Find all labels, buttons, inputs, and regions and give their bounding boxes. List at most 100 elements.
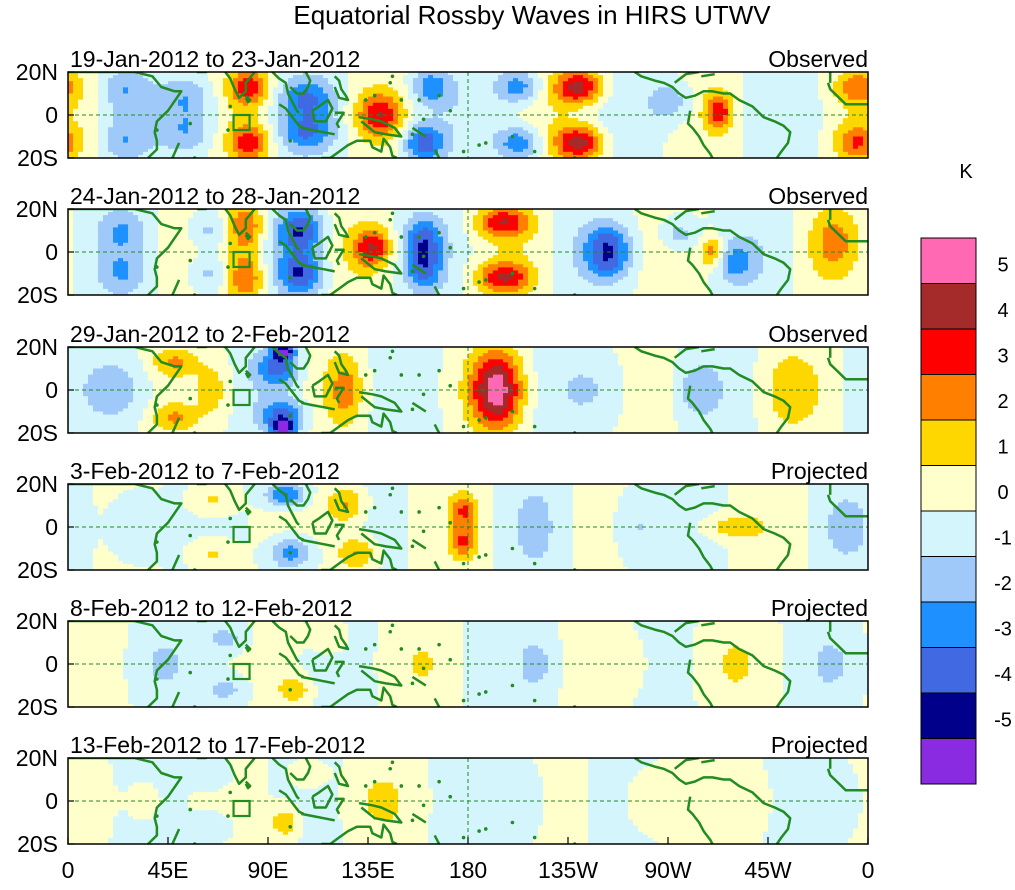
heatmap-cell [628, 139, 634, 144]
heatmap-cell [68, 148, 74, 153]
heatmap-cell [718, 96, 724, 101]
heatmap-cell [313, 148, 319, 153]
heatmap-cell [318, 115, 324, 119]
heatmap-cell [708, 139, 714, 144]
heatmap-cell [788, 84, 794, 88]
heatmap-cell [833, 145, 839, 150]
heatmap-cell [233, 209, 239, 213]
heatmap-cell [688, 148, 694, 153]
heatmap-cell [408, 87, 414, 92]
heatmap-cell [138, 118, 144, 122]
heatmap-cell [253, 102, 259, 107]
heatmap-cell [98, 81, 104, 85]
heatmap-cell [433, 209, 439, 213]
heatmap-cell [658, 154, 664, 158]
heatmap-cell [383, 130, 389, 135]
heatmap-cell [328, 81, 334, 85]
heatmap-cell [183, 115, 189, 119]
heatmap-cell [558, 133, 564, 138]
heatmap-cell [173, 154, 179, 158]
heatmap-cell [573, 108, 579, 113]
heatmap-cell [293, 142, 299, 147]
heatmap-cell [428, 124, 434, 128]
heatmap-cell [513, 105, 519, 110]
heatmap-cell [248, 215, 254, 219]
heatmap-cell [148, 145, 154, 150]
heatmap-cell [418, 142, 424, 147]
heatmap-cell [608, 124, 614, 128]
heatmap-cell [133, 133, 139, 138]
heatmap-cell [488, 78, 494, 82]
heatmap-cell [688, 84, 694, 88]
heatmap-cell [748, 78, 754, 82]
heatmap-cell [493, 148, 499, 153]
heatmap-cell [183, 133, 189, 138]
heatmap-cell [558, 99, 564, 104]
heatmap-cell [183, 87, 189, 92]
heatmap-cell [363, 118, 369, 122]
heatmap-cell [248, 84, 254, 88]
heatmap-cell [523, 108, 529, 113]
heatmap-cell [813, 93, 819, 98]
heatmap-cell [498, 115, 504, 119]
heatmap-cell [123, 145, 129, 150]
heatmap-cell [503, 124, 509, 128]
heatmap-cell [433, 215, 439, 219]
heatmap-cell [463, 72, 469, 76]
heatmap-cell [198, 215, 204, 219]
heatmap-cell [773, 75, 779, 79]
heatmap-cell [288, 84, 294, 88]
heatmap-cell [668, 209, 674, 213]
heatmap-cell [113, 124, 119, 128]
heatmap-cell [668, 93, 674, 98]
heatmap-cell [693, 87, 699, 92]
heatmap-cell [218, 99, 224, 104]
heatmap-cell [703, 154, 709, 158]
heatmap-cell [498, 108, 504, 113]
heatmap-cell [518, 148, 524, 153]
heatmap-cell [133, 121, 139, 125]
heatmap-cell [748, 209, 754, 213]
heatmap-cell [358, 78, 364, 82]
heatmap-cell [508, 142, 514, 147]
heatmap-cell [528, 215, 534, 219]
heatmap-cell [593, 154, 599, 158]
heatmap-cell [703, 115, 709, 119]
heatmap-cell [828, 105, 834, 110]
heatmap-cell [253, 209, 259, 213]
heatmap-cell [543, 87, 549, 92]
heatmap-cell [488, 72, 494, 76]
heatmap-cell [678, 108, 684, 113]
heatmap-cell [693, 105, 699, 110]
heatmap-cell [263, 139, 269, 144]
heatmap-cell [708, 145, 714, 150]
heatmap-cell [698, 130, 704, 135]
heatmap-cell [613, 215, 619, 219]
heatmap-cell [808, 142, 814, 147]
heatmap-cell [618, 142, 624, 147]
heatmap-cell [453, 130, 459, 135]
heatmap-cell [428, 154, 434, 158]
heatmap-cell [483, 105, 489, 110]
heatmap-cell [443, 84, 449, 88]
heatmap-cell [573, 121, 579, 125]
heatmap-cell [778, 87, 784, 92]
heatmap-cell [593, 108, 599, 113]
heatmap-cell [223, 102, 229, 107]
heatmap-cell [308, 105, 314, 110]
heatmap-cell [673, 136, 679, 141]
heatmap-cell [373, 124, 379, 128]
heatmap-cell [498, 78, 504, 82]
heatmap-cell [153, 90, 159, 95]
heatmap-cell [363, 154, 369, 158]
heatmap-cell [808, 121, 814, 125]
heatmap-cell [113, 105, 119, 110]
heatmap-cell [413, 118, 419, 122]
heatmap-cell [693, 151, 699, 156]
heatmap-cell [608, 154, 614, 158]
heatmap-cell [678, 115, 684, 119]
heatmap-cell [418, 215, 424, 219]
heatmap-cell [853, 90, 859, 95]
heatmap-cell [383, 75, 389, 79]
heatmap-cell [758, 145, 764, 150]
